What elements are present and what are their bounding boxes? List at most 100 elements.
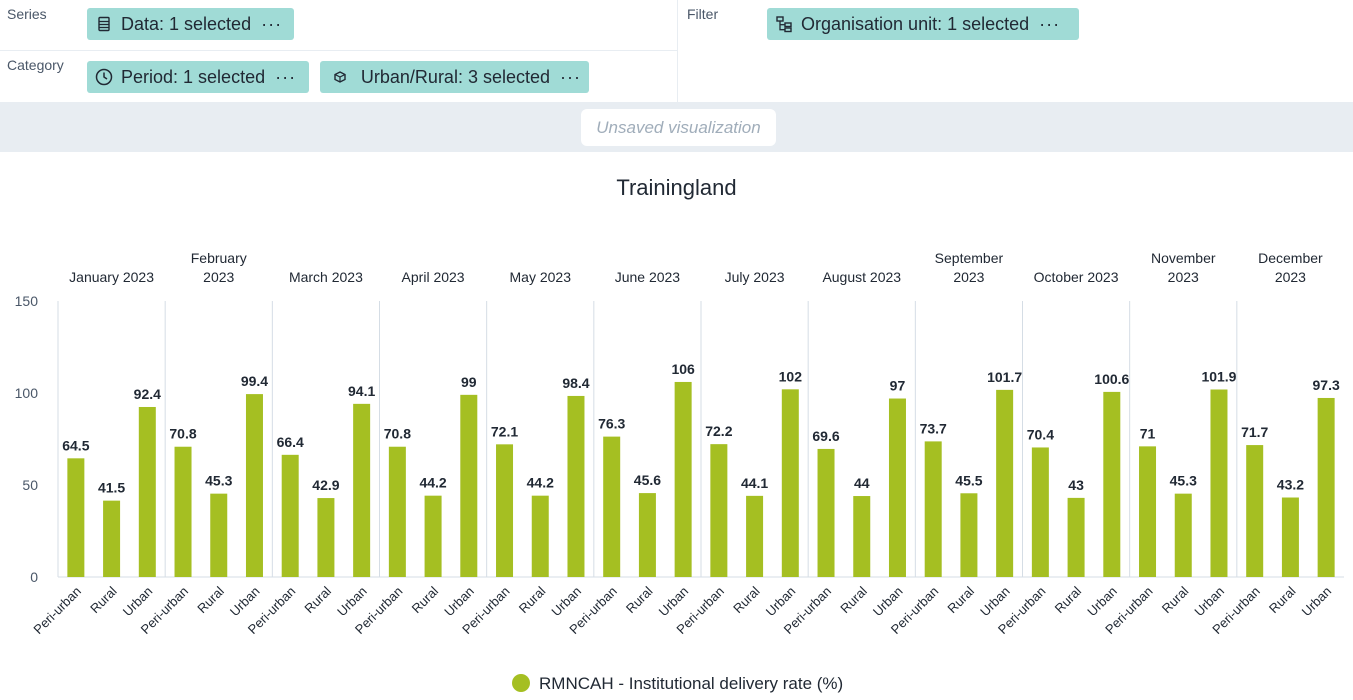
data-label: 71 <box>1140 425 1156 441</box>
x-tick-label: Peri-urban <box>459 584 513 638</box>
bar <box>67 458 85 577</box>
data-label: 43 <box>1068 477 1084 493</box>
x-tick-label: Peri-urban <box>1102 584 1156 638</box>
data-label: 94.1 <box>348 383 375 399</box>
bar <box>138 406 156 577</box>
series-axis[interactable]: Series Data: 1 selected ··· <box>0 0 678 51</box>
clock-icon <box>95 68 113 86</box>
data-label: 44.2 <box>419 475 446 491</box>
data-chip-label: Data: 1 selected <box>121 13 252 34</box>
bar <box>1317 397 1335 577</box>
bar <box>1139 446 1157 577</box>
data-label: 76.3 <box>598 416 625 432</box>
x-tick-label: Peri-urban <box>888 584 942 638</box>
bar <box>924 441 942 577</box>
data-label: 70.8 <box>384 426 411 442</box>
data-label: 41.5 <box>98 480 125 496</box>
category-axis[interactable]: Category Period: 1 selected ··· Urban/Ru… <box>0 51 678 102</box>
bar <box>603 436 621 577</box>
bar <box>1246 445 1264 577</box>
bar <box>817 448 835 577</box>
data-label: 64.5 <box>62 437 89 453</box>
y-tick-label: 0 <box>30 569 38 585</box>
data-label: 101.9 <box>1201 369 1236 385</box>
data-label: 99 <box>461 374 477 390</box>
series-axis-label: Series <box>7 6 47 22</box>
x-tick-label: Peri-urban <box>30 584 84 638</box>
group-label: 2023 <box>1275 269 1306 285</box>
bar <box>1281 497 1299 577</box>
filter-axis[interactable]: Filter Organisation unit: 1 selected ··· <box>679 0 1353 102</box>
data-label: 66.4 <box>277 434 304 450</box>
data-chip[interactable]: Data: 1 selected ··· <box>87 8 294 40</box>
data-label: 45.6 <box>634 472 661 488</box>
bar <box>853 496 871 577</box>
chart-title: Trainingland <box>616 175 737 200</box>
bar <box>960 493 978 577</box>
bar <box>460 394 478 577</box>
x-tick-label: Peri-urban <box>1209 584 1263 638</box>
data-label: 102 <box>779 368 803 384</box>
org-unit-chip[interactable]: Organisation unit: 1 selected ··· <box>767 8 1079 40</box>
x-tick-label: Rural <box>837 583 870 616</box>
data-label: 98.4 <box>562 375 589 391</box>
period-chip-label: Period: 1 selected <box>121 66 266 87</box>
group-label: December <box>1258 250 1323 266</box>
urban-rural-chip-more-icon[interactable]: ··· <box>560 66 581 87</box>
bar <box>638 493 656 577</box>
x-tick-label: Rural <box>730 583 763 616</box>
x-tick-label: Rural <box>301 583 334 616</box>
y-tick-label: 50 <box>22 477 38 493</box>
legend-marker <box>512 674 530 692</box>
data-label: 99.4 <box>241 373 268 389</box>
group-label: January 2023 <box>69 269 154 285</box>
data-label: 44 <box>854 475 870 491</box>
data-label: 45.3 <box>205 473 232 489</box>
x-tick-label: Peri-urban <box>352 584 406 638</box>
x-tick-label: Rural <box>1266 583 1299 616</box>
data-chip-more-icon[interactable]: ··· <box>261 13 283 34</box>
group-label: June 2023 <box>615 269 681 285</box>
x-tick-label: Peri-urban <box>673 584 727 638</box>
x-tick-label: Urban <box>548 584 584 620</box>
x-tick-label: Peri-urban <box>566 584 620 638</box>
x-tick-label: Peri-urban <box>138 584 192 638</box>
urban-rural-chip-label: Urban/Rural: 3 selected <box>360 66 551 87</box>
bar <box>353 403 371 577</box>
category-axis-label: Category <box>7 57 64 73</box>
visualization-title[interactable]: Unsaved visualization <box>581 109 776 146</box>
data-label: 97.3 <box>1313 377 1340 393</box>
bar <box>1067 497 1085 577</box>
bar <box>496 444 514 577</box>
group-label: November <box>1151 250 1216 266</box>
x-tick-label: Rural <box>1052 583 1085 616</box>
group-label: August 2023 <box>822 269 901 285</box>
period-chip[interactable]: Period: 1 selected ··· <box>87 61 309 93</box>
x-tick-label: Rural <box>87 583 120 616</box>
x-tick-label: Rural <box>194 583 227 616</box>
y-tick-label: 150 <box>15 293 39 309</box>
period-chip-more-icon[interactable]: ··· <box>275 66 297 87</box>
bar <box>674 381 692 577</box>
bar <box>710 444 728 577</box>
data-label: 42.9 <box>312 477 339 493</box>
bar <box>567 395 585 577</box>
urban-rural-chip[interactable]: Urban/Rural: 3 selected ··· <box>320 61 589 93</box>
data-label: 71.7 <box>1241 424 1268 440</box>
bar <box>1210 389 1228 577</box>
org-unit-chip-label: Organisation unit: 1 selected <box>801 13 1030 34</box>
group-label: 2023 <box>953 269 984 285</box>
group-label: October 2023 <box>1034 269 1119 285</box>
group-label: July 2023 <box>725 269 785 285</box>
group-label: 2023 <box>203 269 234 285</box>
bar <box>388 446 406 577</box>
data-icon <box>95 15 113 33</box>
org-unit-chip-more-icon[interactable]: ··· <box>1039 13 1061 34</box>
data-label: 72.1 <box>491 423 518 439</box>
x-tick-label: Rural <box>944 583 977 616</box>
legend-label: RMNCAH - Institutional delivery rate (%) <box>539 674 843 693</box>
layout-panel: Series Data: 1 selected ··· Category Per… <box>0 0 1353 102</box>
dimension-icon <box>332 68 349 86</box>
data-label: 72.2 <box>705 423 732 439</box>
group-label: 2023 <box>1168 269 1199 285</box>
